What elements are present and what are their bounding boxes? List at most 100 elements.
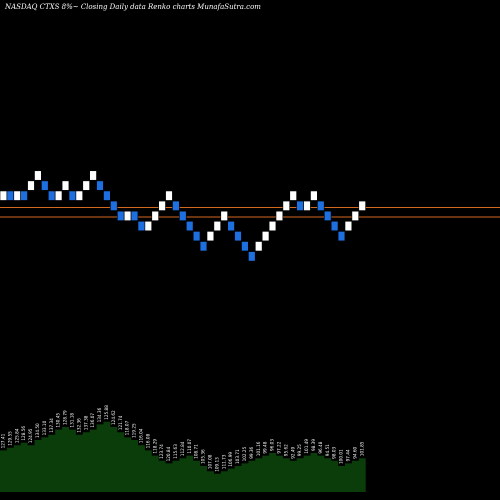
brick-label-13: 136.07	[90, 413, 95, 428]
brick-label-22: 118.29	[152, 439, 157, 454]
renko-bricks	[0, 170, 366, 262]
brick-label-20: 116.04	[139, 428, 144, 443]
brick-label-10: 131.18	[70, 413, 75, 428]
brick-label-0: 127.41	[1, 433, 6, 448]
brick-label-48: 98.03	[332, 446, 337, 458]
brick-label-39: 96.03	[270, 439, 275, 451]
brick-label-11: 132.36	[76, 418, 81, 433]
brick-0	[0, 190, 8, 201]
brick-1	[6, 190, 15, 201]
brick-29	[199, 241, 208, 252]
brick-46	[317, 200, 325, 211]
brick-label-9: 128.79	[63, 410, 68, 425]
brick-label-4: 124.95	[28, 428, 33, 443]
brick-label-29: 105.36	[201, 449, 206, 464]
brick-label-26: 112.84	[180, 441, 185, 456]
brick-label-31: 109.13	[214, 457, 219, 472]
brick-label-50: 97.44	[346, 449, 351, 461]
brick-28	[192, 231, 201, 242]
chart-title: NASDAQ CTXS 8%~ Closing Daily data Renko…	[4, 3, 261, 11]
brick-label-19: 119.25	[132, 423, 137, 438]
brick-22	[151, 210, 159, 221]
brick-41	[282, 200, 290, 211]
brick-label-35: 102.25	[242, 446, 247, 461]
brick-8	[54, 190, 63, 201]
brick-15	[103, 190, 111, 201]
brick-27	[186, 220, 194, 232]
brick-50	[344, 220, 353, 232]
brick-label-42: 92.49	[290, 446, 295, 458]
brick-label-45: 98.39	[311, 439, 316, 451]
brick-label-30: 107.08	[208, 454, 213, 469]
brick-38	[261, 231, 270, 242]
brick-label-32: 111.73	[221, 454, 226, 469]
brick-17	[117, 210, 125, 221]
brick-label-27: 110.07	[187, 439, 192, 454]
brick-14	[96, 180, 104, 191]
brick-label-16: 124.62	[111, 410, 116, 425]
brick-47	[323, 210, 332, 221]
brick-label-21: 116.08	[145, 433, 150, 448]
brick-13	[89, 170, 97, 181]
brick-label-38: 99.48	[263, 441, 268, 453]
brick-12	[82, 180, 90, 191]
brick-label-40: 97.22	[277, 441, 282, 453]
brick-48	[330, 220, 339, 232]
brick-2	[13, 190, 21, 201]
brick-26	[179, 210, 187, 221]
brick-label-1: 129.55	[7, 431, 12, 446]
brick-9	[61, 180, 70, 191]
brick-label-6: 133.10	[42, 420, 47, 435]
brick-31	[213, 220, 221, 232]
brick-32	[220, 210, 228, 221]
brick-45	[310, 190, 318, 201]
brick-label-14: 134.36	[97, 407, 102, 422]
brick-20	[137, 220, 146, 232]
brick-30	[206, 231, 215, 242]
brick-10	[68, 190, 77, 201]
brick-label-46: 96.48	[318, 441, 323, 453]
brick-label-3: 128.56	[21, 426, 26, 441]
brick-37	[255, 241, 263, 252]
brick-label-17: 121.74	[118, 415, 123, 430]
brick-39	[268, 220, 277, 232]
brick-label-2: 125.84	[14, 428, 19, 443]
brick-label-25: 115.63	[173, 444, 178, 459]
brick-label-15: 125.88	[104, 405, 109, 420]
brick-34	[234, 231, 242, 242]
brick-label-34: 103.71	[235, 449, 240, 464]
brick-label-23: 123.74	[159, 444, 164, 459]
brick-label-43: 99.25	[297, 444, 302, 456]
brick-19	[130, 210, 139, 221]
brick-35	[241, 241, 249, 252]
reference-levels	[0, 206, 500, 218]
brick-label-36: 99.36	[249, 446, 254, 458]
brick-7	[47, 190, 56, 201]
brick-43	[296, 200, 304, 211]
brick-5	[34, 170, 42, 181]
brick-label-7: 137.34	[49, 418, 54, 433]
brick-3	[20, 190, 28, 201]
bottom-profile-area	[0, 421, 366, 492]
brick-49	[337, 231, 346, 242]
brick-16	[110, 200, 118, 211]
brick-label-37: 101.16	[256, 441, 261, 456]
brick-36	[248, 251, 256, 262]
brick-44	[303, 200, 311, 211]
brick-24	[165, 190, 173, 201]
brick-label-8: 130.45	[56, 413, 61, 428]
brick-label-12: 137.38	[83, 415, 88, 430]
brick-label-49: 100.01	[339, 449, 344, 464]
brick-23	[158, 200, 166, 211]
brick-labels: 127.41 129.55 125.84 128.56 124.95 134.50 133.…	[1, 405, 365, 472]
brick-label-28: 108.71	[194, 444, 199, 459]
brick-4	[27, 180, 35, 191]
brick-42	[289, 190, 297, 201]
brick-25	[172, 200, 180, 211]
brick-label-5: 134.50	[35, 423, 40, 438]
brick-33	[227, 220, 235, 232]
brick-label-44: 101.49	[304, 439, 309, 454]
brick-18	[123, 210, 132, 221]
